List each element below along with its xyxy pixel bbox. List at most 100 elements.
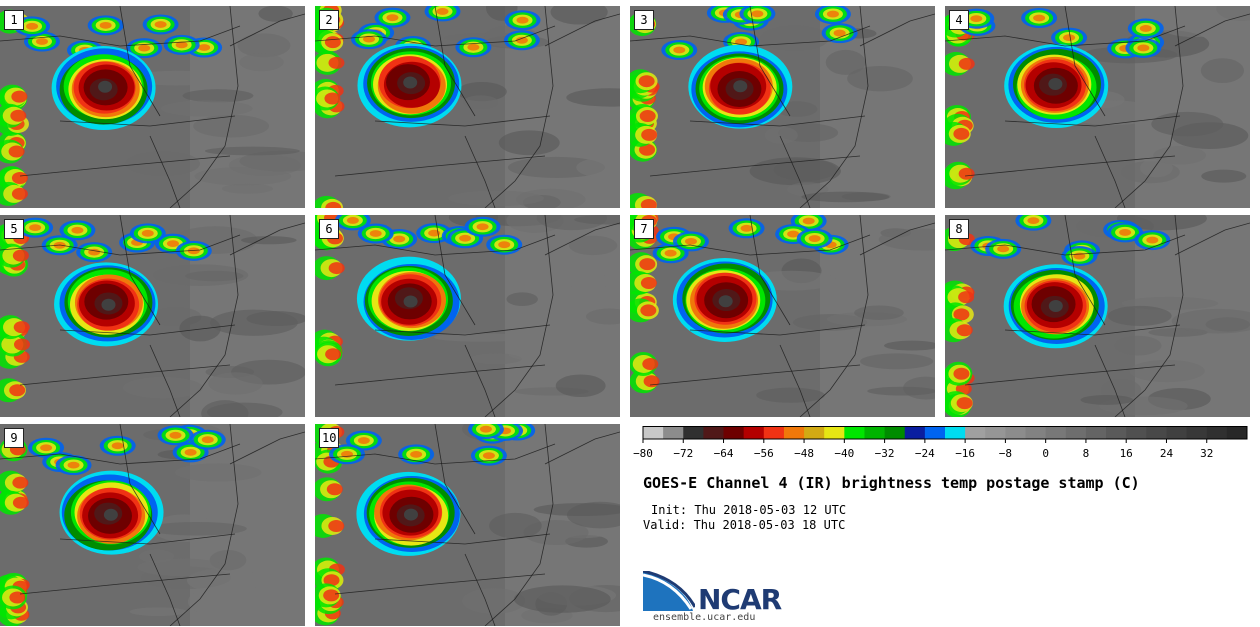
convection-cell bbox=[482, 452, 495, 460]
convection-cell bbox=[641, 128, 658, 141]
state-border bbox=[544, 431, 620, 465]
convection-cell bbox=[325, 348, 342, 361]
convection-cell bbox=[643, 375, 660, 388]
cloud-streak bbox=[137, 558, 225, 577]
colorbar-border bbox=[642, 426, 1248, 440]
colorbar-swatch bbox=[1085, 426, 1107, 439]
convection-cell bbox=[175, 41, 188, 49]
state-border bbox=[434, 424, 476, 535]
cloud-streak bbox=[1114, 335, 1162, 356]
convection-cell bbox=[67, 461, 80, 469]
state-border bbox=[799, 6, 869, 208]
convection-cell bbox=[169, 431, 182, 439]
state-border bbox=[149, 135, 181, 208]
convection-cell bbox=[787, 230, 800, 238]
convection-cell bbox=[640, 198, 657, 208]
cloud-streak bbox=[206, 402, 283, 417]
cloud-streak bbox=[239, 53, 284, 72]
cloud-streak bbox=[222, 183, 273, 194]
convection-cell bbox=[357, 437, 370, 444]
convection-cell bbox=[138, 44, 151, 52]
state-border bbox=[484, 6, 554, 208]
colorbar bbox=[642, 426, 1248, 443]
convection-cell bbox=[953, 127, 970, 140]
state-border bbox=[464, 135, 496, 208]
state-border bbox=[334, 573, 546, 595]
state-border bbox=[964, 364, 1176, 386]
state-border bbox=[749, 215, 791, 326]
panel-label: 8 bbox=[949, 219, 969, 239]
storm-contour bbox=[403, 295, 418, 308]
stamp-panel-4: 4 bbox=[945, 6, 1250, 208]
cloud-streak bbox=[566, 88, 620, 107]
convection-cell bbox=[346, 217, 359, 224]
stamp-panel-10: 10 bbox=[315, 424, 620, 626]
ir-map bbox=[315, 215, 620, 417]
cloud-streak bbox=[533, 503, 620, 517]
colorbar-swatch bbox=[985, 426, 1006, 439]
convection-cell bbox=[1139, 25, 1152, 32]
convection-cell bbox=[826, 10, 839, 18]
state-border bbox=[434, 215, 476, 326]
cloud-streak bbox=[469, 353, 522, 365]
convection-cell bbox=[8, 145, 25, 158]
cloud-streak bbox=[174, 463, 262, 482]
convection-cell bbox=[363, 35, 376, 43]
state-border bbox=[689, 324, 866, 336]
cloud-streak bbox=[182, 89, 254, 103]
state-border bbox=[434, 6, 476, 117]
convection-cell bbox=[640, 276, 657, 289]
colorbar-swatch bbox=[643, 426, 664, 439]
convection-cell bbox=[1119, 229, 1132, 236]
state-border bbox=[799, 215, 869, 417]
state-border bbox=[19, 364, 231, 386]
state-border bbox=[119, 6, 161, 117]
state-border bbox=[464, 553, 496, 626]
colorbar-tick-label: −64 bbox=[713, 447, 734, 460]
colorbar-swatch bbox=[844, 426, 865, 439]
panel-label: 1 bbox=[4, 10, 24, 30]
stamp-panel-8: 8 bbox=[945, 215, 1250, 417]
convection-cell bbox=[369, 230, 382, 237]
colorbar-swatch bbox=[1126, 426, 1147, 439]
cloud-streak bbox=[773, 158, 837, 181]
state-border bbox=[484, 215, 554, 417]
colorbar-tick-label: 8 bbox=[1082, 447, 1090, 460]
stamp-panel-5: 5 bbox=[0, 215, 305, 417]
colorbar-swatch bbox=[763, 426, 785, 439]
cloud-streak bbox=[193, 114, 270, 138]
convection-cell bbox=[35, 38, 48, 45]
colorbar-tick-label: −16 bbox=[955, 447, 976, 460]
colorbar-swatch bbox=[1106, 426, 1127, 439]
state-border bbox=[484, 424, 554, 626]
colorbar-swatch bbox=[904, 426, 926, 439]
convection-cell bbox=[953, 367, 970, 380]
colorbar-swatch bbox=[1065, 426, 1087, 439]
state-border bbox=[544, 13, 620, 47]
state-border bbox=[1094, 135, 1126, 208]
cloud-streak bbox=[756, 387, 825, 403]
cloud-streak bbox=[867, 386, 935, 396]
colorbar-swatch bbox=[924, 426, 946, 439]
cloud-streak bbox=[854, 305, 904, 320]
colorbar-swatch bbox=[1226, 426, 1248, 439]
convection-cell bbox=[166, 240, 179, 248]
convection-cell bbox=[9, 384, 26, 397]
colorbar-tick-label: −32 bbox=[874, 447, 895, 460]
colorbar-swatch bbox=[683, 426, 704, 439]
convection-cell bbox=[11, 187, 28, 200]
convection-cell bbox=[1146, 236, 1159, 244]
colorbar-swatch bbox=[783, 426, 805, 439]
storm-contour bbox=[103, 508, 118, 521]
convection-cell bbox=[111, 442, 124, 450]
cloud-streak bbox=[825, 49, 866, 75]
stamp-panel-3: 3 bbox=[630, 6, 935, 208]
convection-cell bbox=[410, 450, 423, 458]
colorbar-tick-label: −72 bbox=[673, 447, 694, 460]
cloud-streak bbox=[1107, 305, 1172, 326]
cloud-streak bbox=[801, 191, 890, 203]
colorbar-swatch bbox=[723, 426, 745, 439]
stamp-panel-9: 9 bbox=[0, 424, 305, 626]
cloud-streak bbox=[764, 126, 798, 144]
cloud-streak bbox=[574, 215, 620, 225]
